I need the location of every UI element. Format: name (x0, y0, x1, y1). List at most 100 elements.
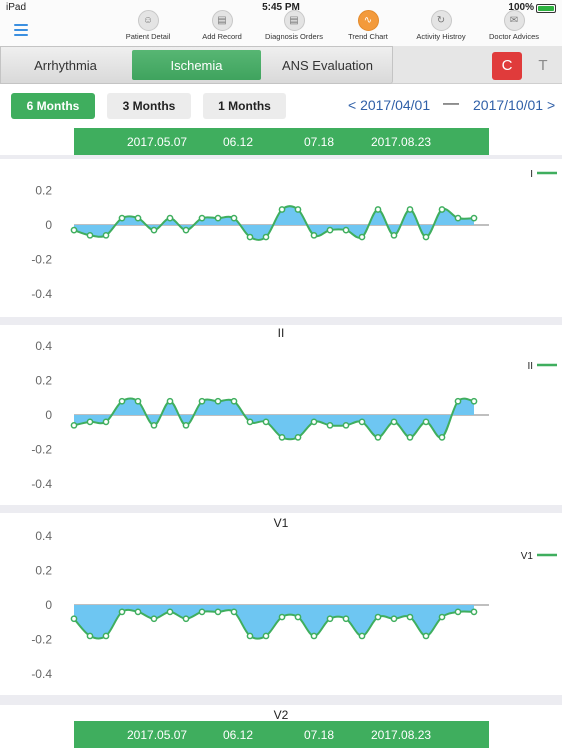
data-point[interactable] (102, 418, 110, 426)
data-point[interactable] (214, 608, 222, 616)
data-point[interactable] (374, 613, 382, 621)
tab-ischemia[interactable]: Ischemia (132, 50, 261, 80)
data-point[interactable] (390, 615, 398, 623)
data-point[interactable] (246, 233, 254, 241)
data-point[interactable] (182, 226, 190, 234)
data-point[interactable] (134, 397, 142, 405)
data-point[interactable] (70, 226, 78, 234)
range-1-months-button[interactable]: 1 Months (203, 93, 286, 119)
data-point[interactable] (134, 214, 142, 222)
data-point[interactable] (454, 608, 462, 616)
legend-label: V1 (521, 551, 534, 562)
data-point[interactable] (214, 214, 222, 222)
data-point[interactable] (342, 421, 350, 429)
data-point[interactable] (406, 206, 414, 213)
c-button[interactable]: C (492, 52, 522, 80)
tool-trend-chart[interactable]: ∿ Trend Chart (329, 10, 407, 41)
data-point[interactable] (262, 233, 270, 241)
data-point[interactable] (454, 214, 462, 222)
data-point[interactable] (118, 214, 126, 222)
data-point[interactable] (214, 397, 222, 405)
data-point[interactable] (310, 418, 318, 426)
data-point[interactable] (358, 632, 366, 640)
date-label: 2017.08.23 (371, 135, 432, 149)
range-3-months-button[interactable]: 3 Months (107, 93, 191, 119)
data-point[interactable] (246, 418, 254, 426)
data-point[interactable] (326, 615, 334, 623)
tab-arrhythmia[interactable]: Arrhythmia (34, 58, 97, 73)
data-point[interactable] (406, 613, 414, 621)
data-point[interactable] (374, 434, 382, 441)
menu-icon[interactable] (14, 24, 28, 36)
data-point[interactable] (150, 615, 158, 623)
data-point[interactable] (310, 632, 318, 640)
data-point[interactable] (374, 206, 382, 213)
data-point[interactable] (278, 206, 286, 213)
data-point[interactable] (198, 608, 206, 616)
data-point[interactable] (166, 214, 174, 222)
data-point[interactable] (406, 434, 414, 441)
data-point[interactable] (470, 214, 478, 222)
tool-add-record[interactable]: ▤ Add Record (183, 10, 261, 41)
data-point[interactable] (278, 434, 286, 441)
data-point[interactable] (310, 231, 318, 239)
data-point[interactable] (422, 233, 430, 241)
data-point[interactable] (470, 397, 478, 405)
tool-activity-history[interactable]: ↻ Activity Histroy (402, 10, 480, 41)
range-6-months-button[interactable]: 6 Months (11, 93, 95, 119)
data-point[interactable] (390, 418, 398, 426)
tool-diagnosis-orders[interactable]: ▤ Diagnosis Orders (255, 10, 333, 41)
data-point[interactable] (454, 397, 462, 405)
data-point[interactable] (358, 418, 366, 426)
data-point[interactable] (86, 231, 94, 239)
data-point[interactable] (118, 608, 126, 616)
data-point[interactable] (470, 608, 478, 616)
data-point[interactable] (182, 615, 190, 623)
data-point[interactable] (134, 608, 142, 616)
data-point[interactable] (438, 206, 446, 213)
data-point[interactable] (326, 421, 334, 429)
data-point[interactable] (150, 226, 158, 234)
data-point[interactable] (262, 632, 270, 640)
data-point[interactable] (358, 233, 366, 241)
y-tick-label: -0.4 (31, 667, 52, 681)
data-point[interactable] (166, 608, 174, 616)
data-point[interactable] (150, 421, 158, 429)
data-point[interactable] (166, 397, 174, 405)
tool-patient-detail[interactable]: ☺ Patient Detail (109, 10, 187, 41)
data-point[interactable] (262, 418, 270, 426)
data-point[interactable] (198, 397, 206, 405)
data-point[interactable] (246, 632, 254, 640)
y-tick-label: -0.4 (31, 477, 52, 491)
data-point[interactable] (294, 613, 302, 621)
data-point[interactable] (230, 397, 238, 405)
date-label: 2017.05.07 (127, 135, 188, 149)
data-point[interactable] (70, 421, 78, 429)
end-date-link[interactable]: 2017/10/01 > (473, 97, 556, 113)
data-point[interactable] (86, 418, 94, 426)
data-point[interactable] (438, 434, 446, 441)
tab-ans-evaluation[interactable]: ANS Evaluation (281, 58, 374, 73)
t-button[interactable]: T (538, 57, 548, 74)
data-point[interactable] (294, 206, 302, 213)
data-point[interactable] (438, 613, 446, 621)
data-point[interactable] (422, 632, 430, 640)
tool-doctor-advices[interactable]: ✉ Doctor Advices (475, 10, 553, 41)
data-point[interactable] (102, 632, 110, 640)
start-date-link[interactable]: < 2017/04/01 (348, 97, 431, 113)
data-point[interactable] (182, 421, 190, 429)
data-point[interactable] (390, 231, 398, 239)
data-point[interactable] (326, 226, 334, 234)
data-point[interactable] (70, 615, 78, 623)
data-point[interactable] (342, 226, 350, 234)
data-point[interactable] (198, 214, 206, 222)
data-point[interactable] (342, 615, 350, 623)
data-point[interactable] (230, 214, 238, 222)
data-point[interactable] (278, 613, 286, 621)
data-point[interactable] (86, 632, 94, 640)
data-point[interactable] (294, 434, 302, 441)
data-point[interactable] (422, 418, 430, 426)
data-point[interactable] (102, 231, 110, 239)
data-point[interactable] (118, 397, 126, 405)
data-point[interactable] (230, 608, 238, 616)
